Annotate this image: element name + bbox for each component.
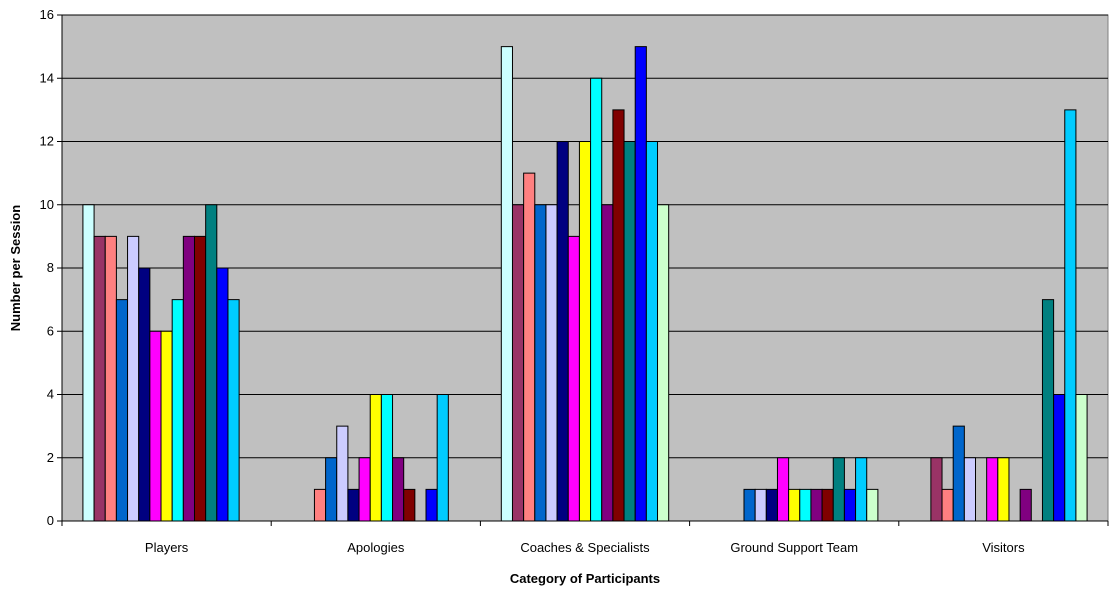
bar <box>986 457 999 522</box>
bar <box>325 457 338 522</box>
bar <box>511 204 525 522</box>
y-tick-label: 2 <box>47 450 54 465</box>
bar <box>115 299 129 522</box>
bar <box>336 425 349 522</box>
bar <box>149 330 162 522</box>
bar <box>952 425 965 522</box>
x-tick-label: Players <box>145 540 189 555</box>
bar <box>403 488 416 522</box>
bar <box>1019 488 1032 522</box>
bar <box>821 488 834 522</box>
bar <box>754 488 767 522</box>
bar <box>657 204 670 522</box>
bar <box>534 204 547 522</box>
bars <box>82 46 1088 522</box>
bar <box>171 299 184 522</box>
bar <box>1053 394 1066 522</box>
bar <box>392 457 405 522</box>
bar <box>160 330 173 522</box>
y-axis-ticks: 0 2 4 6 8 10 12 14 16 <box>40 7 62 528</box>
bar <box>216 267 229 522</box>
y-tick-label: 0 <box>47 513 54 528</box>
y-tick-label: 14 <box>40 70 54 85</box>
bar <box>941 488 954 522</box>
x-tick-label: Ground Support Team <box>730 540 858 555</box>
bar <box>799 488 812 522</box>
bar <box>358 457 371 522</box>
bar <box>347 488 360 522</box>
bar <box>369 394 382 522</box>
y-tick-label: 12 <box>40 134 54 149</box>
y-axis-title: Number per Session <box>8 205 23 331</box>
bar <box>380 394 394 522</box>
bar <box>612 109 625 522</box>
bar <box>788 488 801 522</box>
bar <box>182 235 195 522</box>
bar <box>645 141 659 522</box>
x-tick-label: Apologies <box>347 540 405 555</box>
bar <box>425 488 438 522</box>
bar <box>832 457 845 522</box>
bar <box>623 141 636 522</box>
bar <box>930 457 943 522</box>
y-tick-label: 10 <box>40 197 54 212</box>
y-tick-label: 16 <box>40 7 54 22</box>
bar <box>556 141 569 522</box>
bar <box>776 457 790 522</box>
bar <box>227 299 240 522</box>
bar <box>578 141 592 522</box>
bar <box>963 457 977 522</box>
bar <box>1075 394 1088 522</box>
bar <box>1064 109 1077 522</box>
bar <box>765 488 778 522</box>
bar <box>545 204 558 522</box>
y-tick-label: 6 <box>47 323 54 338</box>
bar <box>313 488 327 522</box>
bar <box>634 46 647 522</box>
bar <box>93 235 106 522</box>
bar <box>567 235 580 522</box>
bar <box>866 488 879 522</box>
bar <box>436 394 449 522</box>
y-tick-label: 4 <box>47 387 54 402</box>
bar <box>193 235 207 522</box>
bar <box>810 488 823 522</box>
bar <box>1041 299 1055 522</box>
bar <box>843 488 857 522</box>
bar <box>138 267 151 522</box>
bar <box>590 77 603 522</box>
y-tick-label: 8 <box>47 260 54 275</box>
bar <box>601 204 614 522</box>
bar <box>205 204 218 522</box>
bar <box>855 457 868 522</box>
x-tick-label: Visitors <box>982 540 1025 555</box>
bar <box>127 235 140 522</box>
bar <box>743 488 756 522</box>
x-axis-title: Category of Participants <box>510 571 660 586</box>
bar <box>104 235 117 522</box>
x-axis-ticks: Players Apologies Coaches & Specialists Gro… <box>61 521 1109 555</box>
bar <box>500 46 513 522</box>
x-tick-label: Coaches & Specialists <box>520 540 650 555</box>
bar <box>523 172 536 522</box>
bar <box>997 457 1010 522</box>
bar <box>82 204 95 522</box>
